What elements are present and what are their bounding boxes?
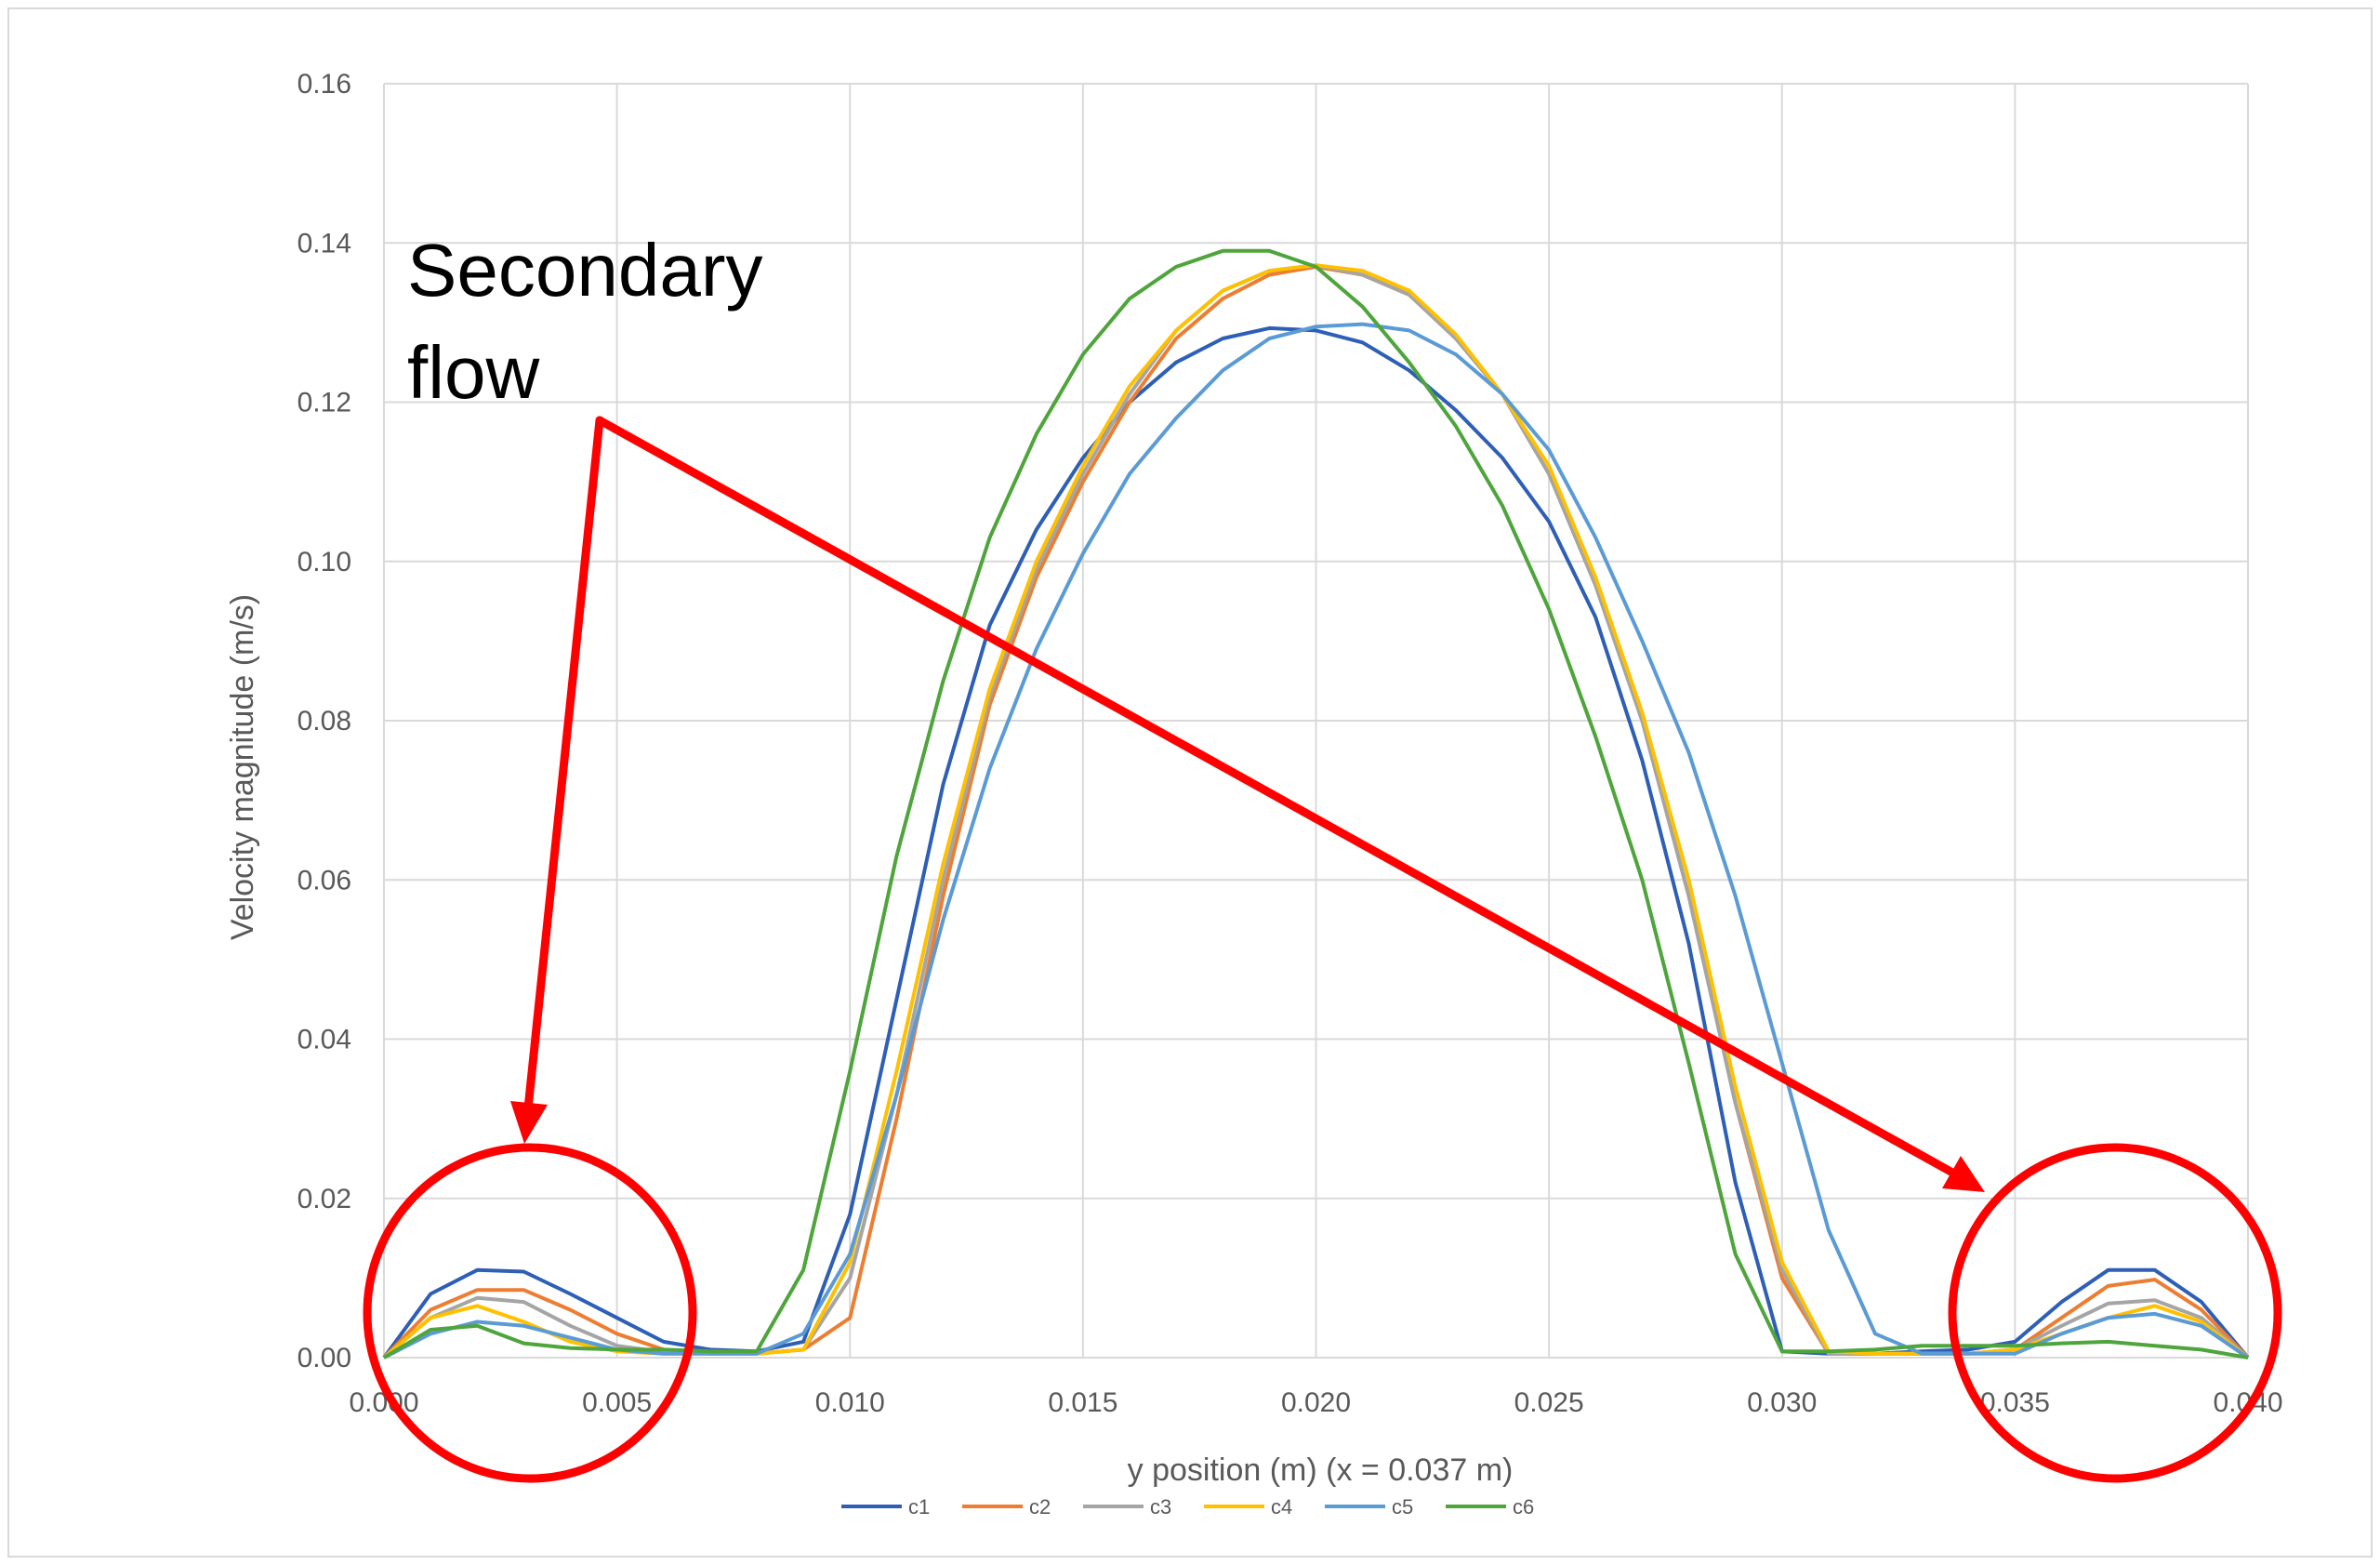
y-tick-label: 0.08 [298,706,351,736]
x-tick-label: 0.010 [815,1387,885,1418]
legend-label-c3: c3 [1150,1495,1171,1519]
arrow-left-head [510,1101,548,1144]
legend-label-c1: c1 [908,1495,930,1519]
series-line-c1 [382,325,2250,1359]
x-tick-label: 0.005 [582,1387,652,1418]
y-axis-title: Velocity magnitude (m/s) [225,594,260,940]
series-line-c6 [382,248,2249,1359]
y-tick-label: 0.00 [298,1343,351,1373]
x-tick-label: 0.015 [1048,1387,1117,1418]
chart-frame [7,7,2373,1558]
gridlines [383,83,2249,1359]
legend-label-c4: c4 [1271,1495,1292,1519]
series-line-c5 [383,322,2250,1359]
arrow-left-shaft [523,416,604,1113]
y-tick-label: 0.02 [298,1184,351,1214]
y-tick-label: 0.04 [298,1025,351,1055]
x-tick-label: 0.035 [1980,1387,2050,1418]
x-tick-label: 0.020 [1281,1387,1351,1418]
arrow-right-head [1942,1156,1985,1192]
x-tick-label: 0.030 [1747,1387,1817,1418]
y-tick-label: 0.06 [298,865,351,895]
y-tick-labels: 0.00 0.02 0.04 0.06 0.08 0.10 0.12 0.14 0.16 [298,69,351,1373]
x-tick-label: 0.025 [1514,1387,1584,1418]
x-tick-labels: 0.000 0.005 0.010 0.015 0.020 0.025 0.030 0.035… [349,1387,2282,1418]
arrow-right-shaft [595,416,1959,1178]
annotation-text-line1: Secondary [407,229,762,312]
x-axis-title: y position (m) (x = 0.037 m) [1128,1452,1514,1488]
y-tick-label: 0.16 [298,69,351,99]
circle-right [1948,1143,2282,1483]
annotation-text-line2: flow [407,331,539,414]
y-tick-label: 0.12 [298,388,351,418]
y-tick-label: 0.10 [298,547,351,577]
legend-label-c5: c5 [1392,1495,1413,1519]
circle-left [363,1143,697,1483]
legend-label-c6: c6 [1513,1495,1534,1519]
legend: c1 c2 c3 c4 c5 c6 [841,1495,1534,1519]
secondary-flow-annotation: Secondary flow [363,229,2282,1483]
y-tick-label: 0.14 [298,228,351,259]
legend-label-c2: c2 [1029,1495,1051,1519]
series-lines [382,248,2250,1359]
